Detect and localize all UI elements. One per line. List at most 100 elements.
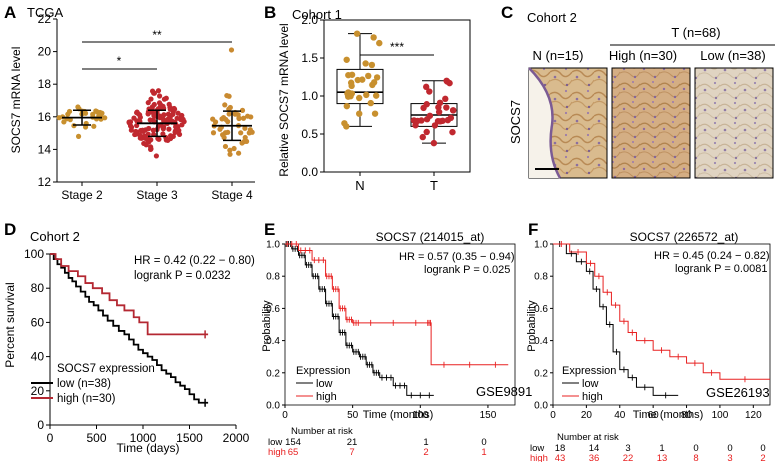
panel-e-xlabel: Time (months) — [363, 409, 434, 421]
panel-f-axes: 0.0 0.2 0.4 0.6 0.8 1.0 0 20 40 60 80 100 120 — [534, 240, 771, 421]
panel-f-hr: HR = 0.45 (0.24 − 0.82) — [654, 250, 770, 262]
data-point — [174, 115, 180, 121]
panel-c-group-header: T (n=68) — [671, 25, 720, 40]
panel-d-hr: HR = 0.42 (0.22 − 0.80) — [134, 255, 255, 267]
data-point — [140, 128, 147, 134]
data-point — [90, 111, 96, 117]
y-tick-label: 60 — [31, 315, 45, 329]
data-point — [348, 71, 356, 78]
panel-d-legend-title: SOCS7 expression — [57, 363, 155, 375]
data-point — [99, 110, 105, 116]
data-point — [160, 126, 166, 132]
panel-letter-c: C — [501, 3, 513, 22]
panel-letter-a: A — [4, 3, 16, 22]
data-point — [147, 117, 153, 123]
x-tick-label: 60 — [648, 410, 660, 421]
risk-row-label: high — [268, 447, 286, 458]
data-point — [91, 123, 97, 129]
data-point — [343, 102, 351, 110]
x-tick-label: 500 — [86, 431, 106, 445]
y-tick-label: 1.0 — [266, 240, 280, 251]
y-tick-label: 18 — [38, 77, 52, 91]
ihc-image-low — [694, 67, 774, 179]
risk-value: 0 — [760, 443, 765, 454]
panel-f-p: logrank P = 0.0081 — [675, 263, 767, 275]
data-point — [447, 114, 455, 122]
panel-c-cohort: Cohort 2 — [527, 10, 577, 25]
data-point — [436, 118, 444, 125]
risk-value: 0 — [481, 437, 486, 448]
data-point — [365, 72, 372, 80]
data-point — [93, 108, 99, 114]
data-point — [165, 137, 171, 143]
data-point — [373, 74, 381, 81]
panel-d-marks — [50, 253, 209, 407]
sig-label-stage2-stage3: * — [117, 54, 122, 68]
data-point — [369, 81, 376, 89]
data-point — [220, 115, 227, 121]
data-point — [356, 110, 363, 117]
panel-e-axes: 0.0 0.2 0.4 0.6 0.8 1.0 0 50 100 150 — [266, 240, 516, 421]
panel-b-marks — [336, 30, 458, 147]
data-point — [236, 115, 242, 121]
data-point — [149, 88, 156, 94]
panel-d-ylabel: Percent survival — [3, 282, 17, 367]
data-point — [222, 130, 229, 136]
data-point — [156, 113, 163, 119]
x-tick-label: 1500 — [176, 431, 203, 445]
risk-value: 7 — [349, 447, 354, 458]
data-point — [133, 128, 139, 135]
data-point — [422, 83, 430, 91]
panel-f-ylabel: Probability — [526, 300, 538, 352]
data-point — [420, 104, 427, 112]
risk-value: 1 — [423, 437, 428, 448]
risk-value: 154 — [285, 437, 301, 448]
risk-value: 0 — [693, 443, 698, 454]
risk-value: 8 — [693, 453, 698, 462]
panel-b: B Cohort 1 Relative SOCS7 mRNA level 0.0… — [264, 3, 471, 193]
panel-e: E SOCS7 (214015_at) HR = 0.57 (0.35 − 0.… — [261, 220, 532, 458]
x-tick-label: N — [355, 178, 364, 193]
data-point — [354, 76, 361, 84]
panel-a-marks — [56, 47, 255, 159]
panel-e-legend-low: low — [316, 378, 333, 390]
data-point — [134, 122, 140, 129]
box — [336, 68, 384, 105]
data-point — [370, 34, 377, 41]
panel-a-ylabel: SOCS7 mRNA level — [9, 47, 23, 154]
data-point — [247, 127, 253, 133]
panel-d-xlabel: Time (days) — [117, 441, 180, 455]
x-tick-label: Stage 3 — [136, 188, 178, 202]
data-point — [126, 120, 132, 126]
panel-c-side-label: SOCS7 — [508, 100, 523, 144]
panel-f-legend-high: high — [582, 391, 603, 403]
risk-value: 22 — [623, 453, 634, 462]
y-tick-label: 100 — [24, 247, 44, 261]
data-point — [222, 102, 228, 108]
data-point — [423, 128, 430, 136]
y-tick-label: 80 — [31, 281, 45, 295]
data-point — [155, 88, 162, 94]
panel-letter-b: B — [264, 3, 276, 22]
data-point — [167, 104, 173, 110]
y-tick-label: 40 — [31, 350, 45, 364]
data-point — [371, 110, 379, 117]
data-point — [343, 56, 350, 63]
panel-a-title: TCGA — [27, 5, 63, 20]
panel-e-title: SOCS7 (214015_at) — [376, 230, 485, 244]
risk-value: 3 — [625, 443, 630, 454]
data-point — [172, 129, 178, 135]
data-point — [56, 115, 62, 121]
y-tick-label: 14 — [38, 142, 52, 156]
y-tick-label: 1.0 — [301, 89, 318, 103]
x-tick-label: 150 — [480, 410, 497, 421]
risk-value: 2 — [423, 447, 428, 458]
x-tick-label: 80 — [681, 410, 693, 421]
x-tick-label: T — [430, 178, 438, 193]
data-point — [134, 109, 140, 115]
data-point — [363, 91, 370, 99]
sig-label-n-t: *** — [390, 40, 404, 54]
panel-f-legend-title: Expression — [562, 365, 616, 377]
